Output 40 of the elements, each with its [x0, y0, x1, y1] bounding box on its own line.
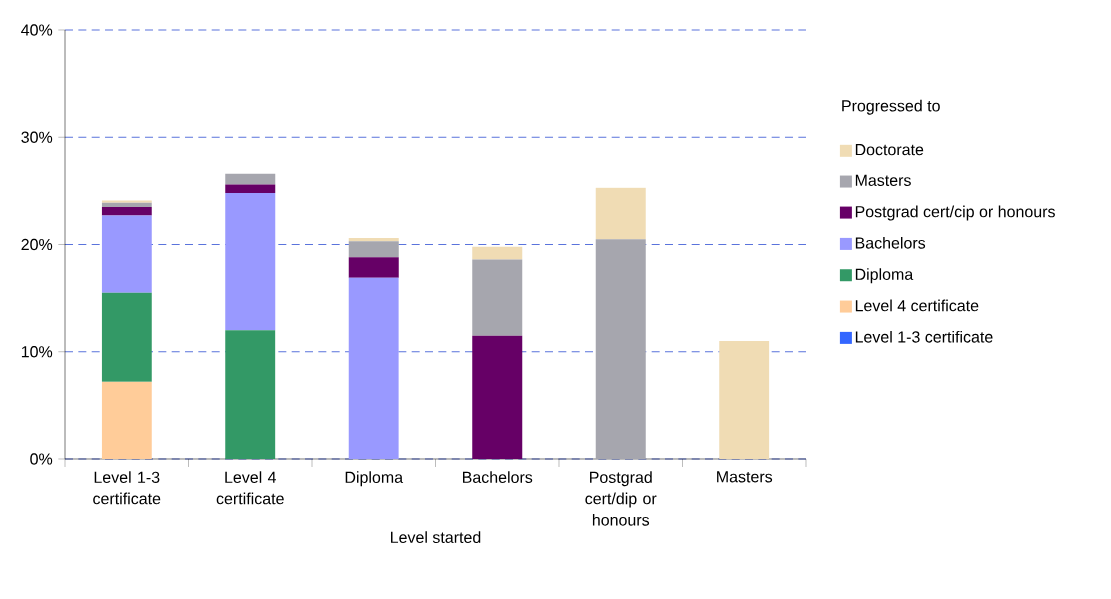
y-tick-label: 40%	[21, 24, 53, 36]
bar	[348, 257, 399, 278]
bar	[348, 277, 399, 459]
bar	[472, 335, 523, 459]
x-tick-label: Diploma	[345, 471, 404, 487]
legend-label: Postgrad cert/cip or honours	[855, 205, 1055, 221]
bar	[101, 206, 152, 216]
x-tick-label: Level 1-3 certificate	[93, 471, 161, 505]
bar	[595, 187, 646, 240]
y-tick-label: 20%	[21, 238, 53, 251]
bar	[472, 246, 523, 260]
bar	[225, 184, 276, 194]
legend-label: Masters	[855, 174, 911, 186]
legend-label: Level 1-3 certificate	[855, 330, 993, 343]
x-axis-title: Level started	[391, 531, 481, 544]
bar	[101, 215, 152, 293]
y-tick-label: 30%	[21, 131, 53, 143]
bar	[101, 200, 152, 203]
legend-label: Diploma	[855, 268, 914, 284]
bar	[101, 292, 152, 382]
x-tick-label: Level 4 certificate	[216, 471, 284, 505]
y-tick-label: 10%	[21, 346, 53, 358]
bar	[348, 241, 399, 258]
bar	[101, 381, 152, 459]
bar	[225, 330, 276, 459]
bar	[595, 239, 646, 459]
legend-label: Level 4 certificate	[855, 299, 979, 312]
legend-label: Doctorate	[855, 144, 924, 156]
bar	[225, 173, 276, 185]
bar	[225, 193, 276, 331]
bar	[348, 238, 399, 242]
x-tick-label: Postgrad cert/dip or honours	[585, 471, 657, 526]
legend-title: Progressed to	[842, 99, 940, 115]
legend-label: Bachelors	[855, 236, 926, 249]
bar	[101, 202, 152, 207]
y-tick-label: 0%	[30, 453, 53, 465]
bar	[472, 259, 523, 336]
x-tick-label: Masters	[717, 471, 773, 483]
bar	[719, 341, 770, 459]
x-tick-label: Bachelors	[462, 471, 533, 483]
